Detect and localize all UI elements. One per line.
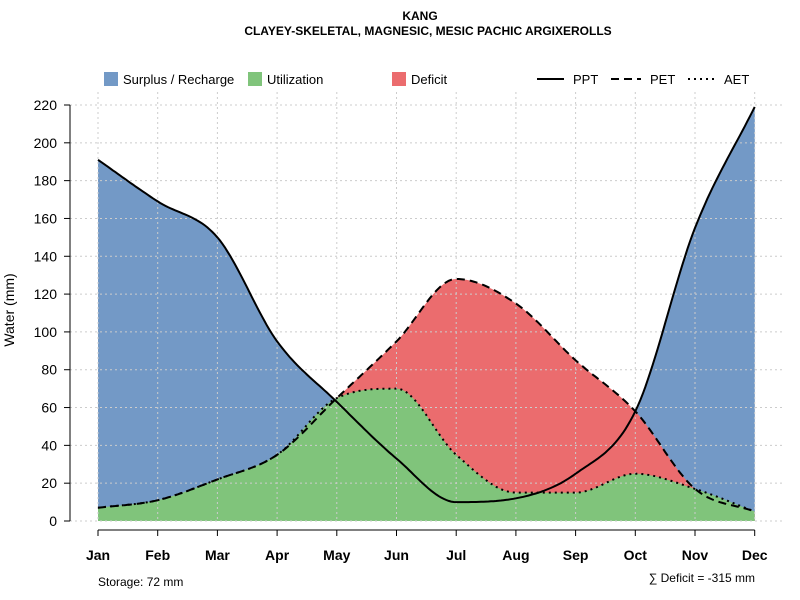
legend: Surplus / Recharge Utilization Deficit P… [104,72,749,87]
legend-label-ppt: PPT [573,72,598,87]
x-tick-label: May [323,547,350,563]
y-tick-label: 40 [41,437,57,453]
y-tick-label: 200 [34,135,58,151]
y-axis-label: Water (mm) [1,273,17,346]
y-tick-label: 20 [41,475,57,491]
axes-layer: 0 20 40 60 80 100 120 140 160 180 200 220 Jan Feb Mar A… [34,97,768,563]
x-tick-label: Aug [502,547,529,563]
surplus-area-overlay [98,106,755,512]
x-tick-label: Sep [563,547,589,563]
ppt-line [97,106,756,504]
y-tick-label: 160 [34,210,58,226]
legend-label-deficit: Deficit [411,72,448,87]
legend-label-utilization: Utilization [267,72,323,87]
y-tick-label: 80 [41,362,57,378]
x-tick-label: Jan [86,547,110,563]
aet-line [97,387,756,513]
legend-swatch-surplus [104,72,118,86]
x-tick-label: Mar [205,547,230,563]
legend-swatch-deficit [392,72,406,86]
x-tick-label: Oct [624,547,648,563]
utilization-area [98,388,755,521]
y-tick-label: 180 [34,173,58,189]
y-tick-label: 140 [34,248,58,264]
line-layer [97,106,756,513]
y-tick-label: 0 [49,513,57,529]
x-tick-label: Nov [682,547,709,563]
storage-note: Storage: 72 mm [98,575,183,589]
legend-label-surplus: Surplus / Recharge [123,72,234,87]
legend-swatch-utilization [248,72,262,86]
x-tick-label: Apr [265,547,290,563]
x-tick-label: Dec [742,547,768,563]
y-tick-label: 220 [34,97,58,113]
y-tick-label: 100 [34,324,58,340]
chart-subtitle: CLAYEY-SKELETAL, MAGNESIC, MESIC PACHIC … [244,24,611,38]
deficit-area [98,279,755,521]
legend-label-pet: PET [650,72,675,87]
pet-line [97,278,756,513]
y-tick-label: 120 [34,286,58,302]
x-tick-label: Jun [384,547,409,563]
chart-title: KANG [402,9,437,23]
x-tick-label: Feb [145,547,170,563]
y-tick-label: 60 [41,400,57,416]
x-tick-label: Jul [446,547,466,563]
legend-label-aet: AET [724,72,749,87]
area-layer [98,106,755,522]
grid-layer [70,92,785,522]
deficit-sum-note: ∑ Deficit = -315 mm [649,571,755,585]
